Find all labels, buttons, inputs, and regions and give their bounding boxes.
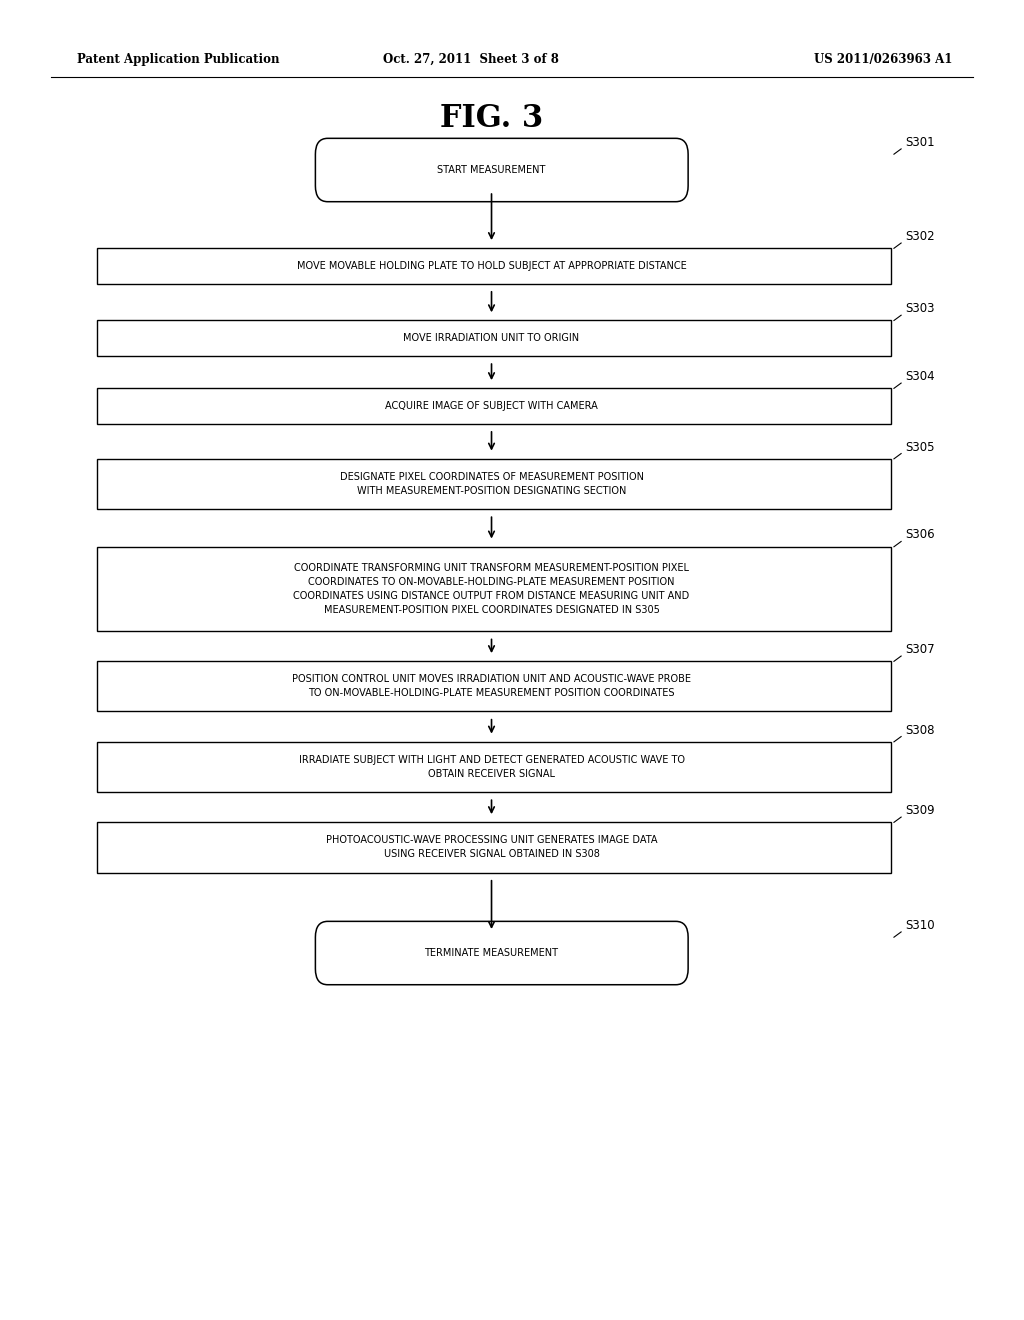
Text: S310: S310 xyxy=(905,919,935,932)
Text: S302: S302 xyxy=(905,230,935,243)
Text: COORDINATE TRANSFORMING UNIT TRANSFORM MEASUREMENT-POSITION PIXEL
COORDINATES TO: COORDINATE TRANSFORMING UNIT TRANSFORM M… xyxy=(294,564,689,615)
Text: FIG. 3: FIG. 3 xyxy=(440,103,543,135)
Text: S308: S308 xyxy=(905,723,935,737)
Text: US 2011/0263963 A1: US 2011/0263963 A1 xyxy=(814,53,952,66)
Text: Oct. 27, 2011  Sheet 3 of 8: Oct. 27, 2011 Sheet 3 of 8 xyxy=(383,53,559,66)
FancyBboxPatch shape xyxy=(97,742,891,792)
Text: TERMINATE MEASUREMENT: TERMINATE MEASUREMENT xyxy=(425,948,558,958)
Text: DESIGNATE PIXEL COORDINATES OF MEASUREMENT POSITION
WITH MEASUREMENT-POSITION DE: DESIGNATE PIXEL COORDINATES OF MEASUREME… xyxy=(340,473,643,496)
Text: MOVE MOVABLE HOLDING PLATE TO HOLD SUBJECT AT APPROPRIATE DISTANCE: MOVE MOVABLE HOLDING PLATE TO HOLD SUBJE… xyxy=(297,261,686,271)
Text: POSITION CONTROL UNIT MOVES IRRADIATION UNIT AND ACOUSTIC-WAVE PROBE
TO ON-MOVAB: POSITION CONTROL UNIT MOVES IRRADIATION … xyxy=(292,675,691,698)
FancyBboxPatch shape xyxy=(97,822,891,873)
Text: S307: S307 xyxy=(905,643,935,656)
Text: S303: S303 xyxy=(905,302,935,315)
FancyBboxPatch shape xyxy=(97,388,891,424)
Text: S301: S301 xyxy=(905,136,935,149)
Text: ACQUIRE IMAGE OF SUBJECT WITH CAMERA: ACQUIRE IMAGE OF SUBJECT WITH CAMERA xyxy=(385,401,598,411)
Text: S304: S304 xyxy=(905,370,935,383)
Text: MOVE IRRADIATION UNIT TO ORIGIN: MOVE IRRADIATION UNIT TO ORIGIN xyxy=(403,333,580,343)
Text: PHOTOACOUSTIC-WAVE PROCESSING UNIT GENERATES IMAGE DATA
USING RECEIVER SIGNAL OB: PHOTOACOUSTIC-WAVE PROCESSING UNIT GENER… xyxy=(326,836,657,859)
FancyBboxPatch shape xyxy=(97,248,891,284)
FancyBboxPatch shape xyxy=(97,661,891,711)
Text: START MEASUREMENT: START MEASUREMENT xyxy=(437,165,546,176)
FancyBboxPatch shape xyxy=(97,546,891,631)
FancyBboxPatch shape xyxy=(97,321,891,356)
Text: S309: S309 xyxy=(905,804,935,817)
Text: S305: S305 xyxy=(905,441,935,454)
Text: S306: S306 xyxy=(905,528,935,541)
FancyBboxPatch shape xyxy=(315,921,688,985)
Text: IRRADIATE SUBJECT WITH LIGHT AND DETECT GENERATED ACOUSTIC WAVE TO
OBTAIN RECEIV: IRRADIATE SUBJECT WITH LIGHT AND DETECT … xyxy=(299,755,684,779)
FancyBboxPatch shape xyxy=(97,459,891,510)
FancyBboxPatch shape xyxy=(315,139,688,202)
Text: Patent Application Publication: Patent Application Publication xyxy=(77,53,280,66)
